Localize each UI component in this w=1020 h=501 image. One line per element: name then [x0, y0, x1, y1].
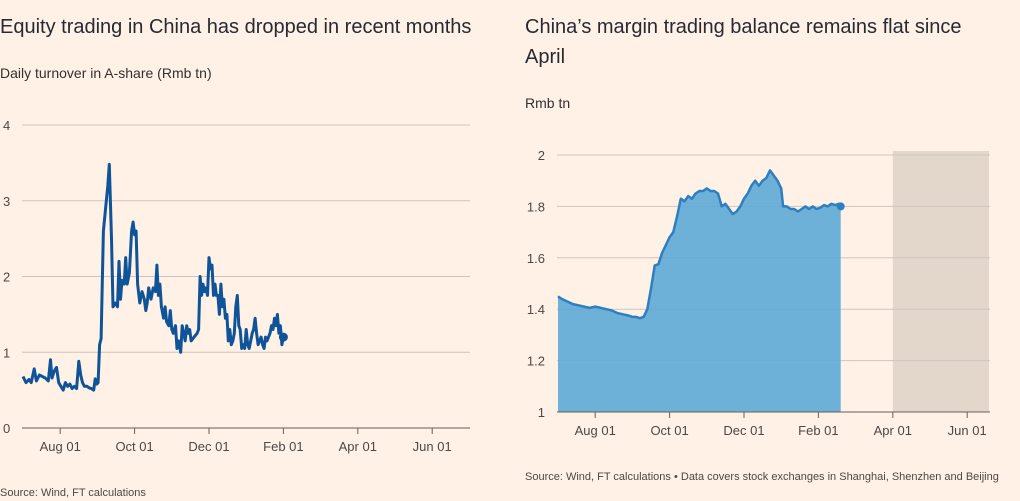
x-tick-label: Jun 01 — [413, 439, 452, 454]
x-tick-label: Dec 01 — [188, 439, 229, 454]
x-tick-label: Aug 01 — [575, 423, 616, 438]
x-tick-label: Dec 01 — [723, 423, 764, 438]
y-tick-label: 1.2 — [527, 354, 545, 369]
y-tick-label: 2 — [538, 148, 545, 163]
margin-balance-line — [557, 169, 842, 320]
x-tick-label: Jun 01 — [948, 423, 987, 438]
y-tick-label: 1.6 — [527, 251, 545, 266]
margin-balance-area — [558, 170, 841, 412]
chart-source: Source: Wind, FT calculations • Data cov… — [525, 471, 999, 483]
y-tick-label: 0 — [3, 421, 10, 436]
chart-subtitle: Daily turnover in A-share (Rmb tn) — [0, 65, 212, 81]
chart-subtitle: Rmb tn — [525, 95, 571, 111]
x-tick-label: Feb 01 — [798, 423, 838, 438]
x-tick-label: Oct 01 — [650, 423, 688, 438]
shaded-region — [892, 151, 989, 412]
turnover-series-line — [21, 162, 285, 392]
x-tick-label: Oct 01 — [115, 439, 153, 454]
chart-title: Equity trading in China has dropped in r… — [0, 16, 472, 38]
x-tick-label: Apr 01 — [874, 423, 912, 438]
series-end-marker — [278, 332, 288, 342]
x-tick-label: Aug 01 — [40, 439, 81, 454]
x-tick-label: Feb 01 — [263, 439, 303, 454]
right-chart-panel: China’s margin trading balance remains f… — [525, 0, 1020, 500]
series-end-marker — [836, 202, 845, 211]
y-tick-label: 1 — [3, 345, 10, 360]
y-tick-label: 4 — [3, 118, 10, 133]
left-chart-panel: Equity trading in China has dropped in r… — [0, 0, 500, 500]
y-tick-label: 1.8 — [527, 199, 545, 214]
turnover-line-chart: 0 1 2 3 4 Aug 01 Oct 01 Dec 01 Feb 01 Apr 01 Jun 0… — [3, 118, 470, 454]
y-tick-label: 1 — [538, 405, 545, 420]
x-tick-label: Apr 01 — [339, 439, 377, 454]
chart-source: Source: Wind, FT calculations — [0, 487, 146, 499]
y-tick-label: 3 — [3, 194, 10, 209]
y-tick-label: 1.4 — [527, 302, 545, 317]
y-tick-label: 2 — [3, 270, 10, 285]
margin-balance-area-chart: 1 1.2 1.4 1.6 1.8 2 Aug 01 Oct 01 Dec 01 Feb 01 Ap… — [527, 148, 990, 438]
chart-title: China’s margin trading balance remains f… — [525, 16, 962, 68]
